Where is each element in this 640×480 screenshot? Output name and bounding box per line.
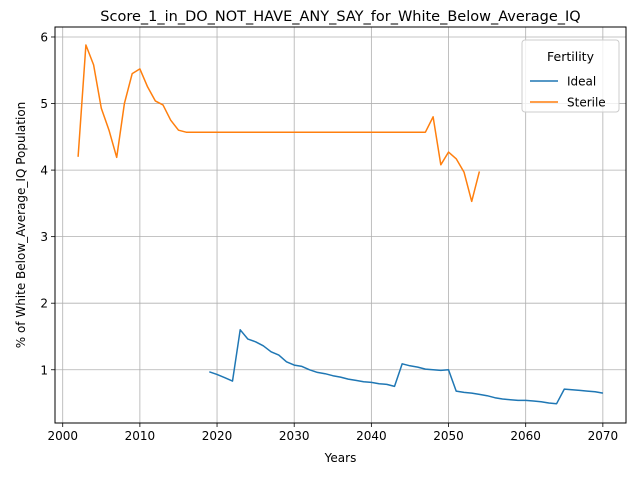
- x-axis-ticks: 2000 2010 2020 2030 2040 2050 2060 2070: [47, 423, 618, 443]
- legend-items: Ideal Sterile: [530, 75, 606, 110]
- x-tick-label: 2030: [279, 429, 310, 443]
- series-line-sterile: [77, 44, 481, 203]
- x-tick-label: 2070: [588, 429, 619, 443]
- y-axis-ticks: 1 2 3 4 5 6: [40, 30, 55, 377]
- axes-frame: [54, 26, 627, 424]
- x-tick-label: 2010: [125, 429, 156, 443]
- y-tick-label: 4: [40, 164, 48, 178]
- x-axis-label: Years: [324, 451, 357, 465]
- x-tick-label: 2040: [356, 429, 387, 443]
- legend-box: [521, 39, 620, 113]
- series-layer: [77, 44, 604, 405]
- x-tick-label: 2000: [47, 429, 78, 443]
- legend: Fertility Ideal Sterile: [521, 39, 620, 113]
- x-tick-label: 2020: [202, 429, 233, 443]
- legend-title: Fertility: [547, 49, 595, 64]
- y-tick-label: 5: [40, 97, 48, 111]
- chart-title: Score_1_in_DO_NOT_HAVE_ANY_SAY_for_White…: [100, 9, 580, 25]
- x-tick-label: 2060: [510, 429, 541, 443]
- legend-label-ideal: Ideal: [567, 75, 596, 89]
- legend-label-sterile: Sterile: [567, 96, 606, 110]
- series-line-ideal: [209, 329, 604, 405]
- y-axis-label: % of White Below_Average_IQ Population: [14, 102, 28, 349]
- y-tick-label: 2: [40, 297, 48, 311]
- y-tick-label: 1: [40, 363, 48, 377]
- y-tick-label: 3: [40, 230, 48, 244]
- x-tick-label: 2050: [433, 429, 464, 443]
- y-tick-label: 6: [40, 30, 48, 44]
